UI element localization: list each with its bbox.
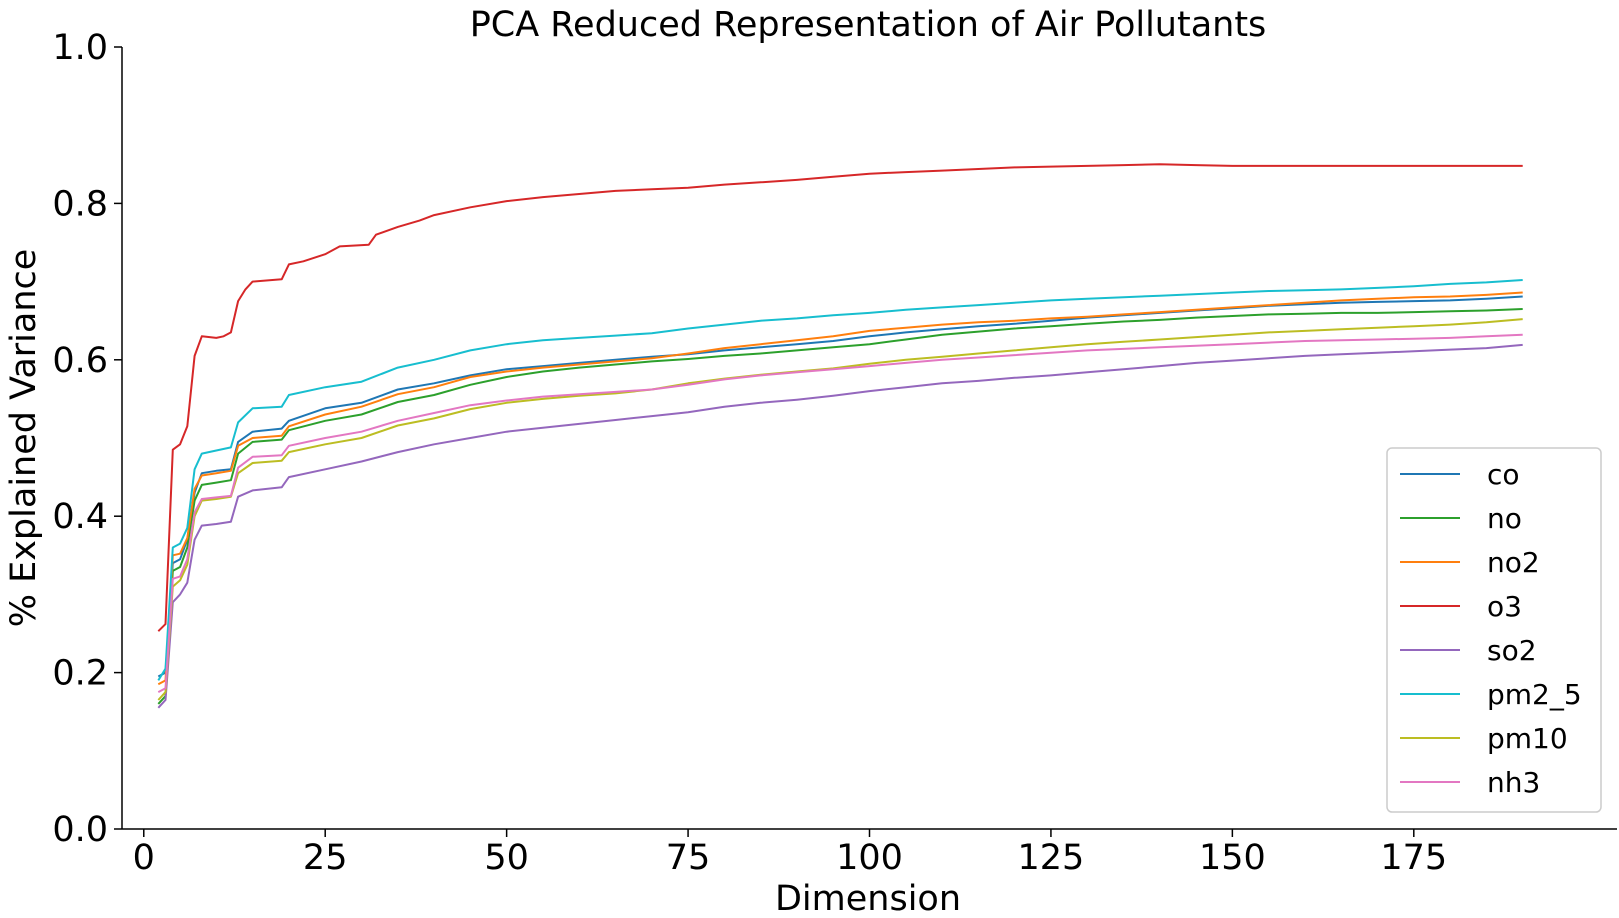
- y-ticks: 0.0 0.2 0.4 0.6 0.8 1.0: [52, 28, 122, 850]
- legend-label-nh3: nh3: [1487, 766, 1540, 799]
- legend-label-o3: o3: [1487, 590, 1522, 623]
- x-tick-label: 150: [1199, 838, 1266, 878]
- plot-area: [157, 163, 1523, 709]
- x-tick-label: 50: [484, 838, 529, 878]
- y-tick-label: 0.0: [52, 810, 108, 850]
- y-tick-label: 0.2: [52, 654, 108, 694]
- series-line-no2: [157, 291, 1523, 686]
- y-axis-label: % Explained Variance: [4, 249, 44, 628]
- series-line-so2: [157, 343, 1523, 709]
- x-tick-label: 75: [666, 838, 711, 878]
- chart-title: PCA Reduced Representation of Air Pollut…: [470, 5, 1267, 45]
- y-tick-label: 0.6: [52, 341, 108, 381]
- series-line-o3: [157, 163, 1523, 632]
- y-tick-label: 1.0: [52, 28, 108, 68]
- series-line-pm10: [157, 318, 1523, 701]
- x-tick-label: 0: [133, 838, 155, 878]
- legend: co no no2 o3 so2 pm2_5 pm10 nh3: [1386, 447, 1602, 813]
- legend-frame: [1386, 447, 1602, 813]
- legend-label-pm10: pm10: [1487, 722, 1568, 755]
- legend-label-no2: no2: [1487, 546, 1540, 579]
- y-tick-label: 0.4: [52, 497, 108, 537]
- legend-label-so2: so2: [1487, 634, 1537, 667]
- x-tick-label: 175: [1380, 838, 1447, 878]
- legend-label-no: no: [1487, 502, 1522, 535]
- x-axis-label: Dimension: [775, 879, 961, 918]
- series-line-pm2_5: [157, 279, 1523, 681]
- legend-label-co: co: [1487, 458, 1520, 491]
- x-tick-label: 25: [303, 838, 348, 878]
- x-tick-label: 125: [1018, 838, 1085, 878]
- legend-label-pm2_5: pm2_5: [1487, 678, 1582, 711]
- series-line-nh3: [157, 333, 1523, 693]
- series-line-no: [157, 308, 1523, 705]
- x-tick-label: 100: [836, 838, 903, 878]
- x-ticks: 0 25 50 75 100 125 150 175: [133, 829, 1447, 878]
- y-tick-label: 0.8: [52, 184, 108, 224]
- series-line-co: [157, 295, 1523, 678]
